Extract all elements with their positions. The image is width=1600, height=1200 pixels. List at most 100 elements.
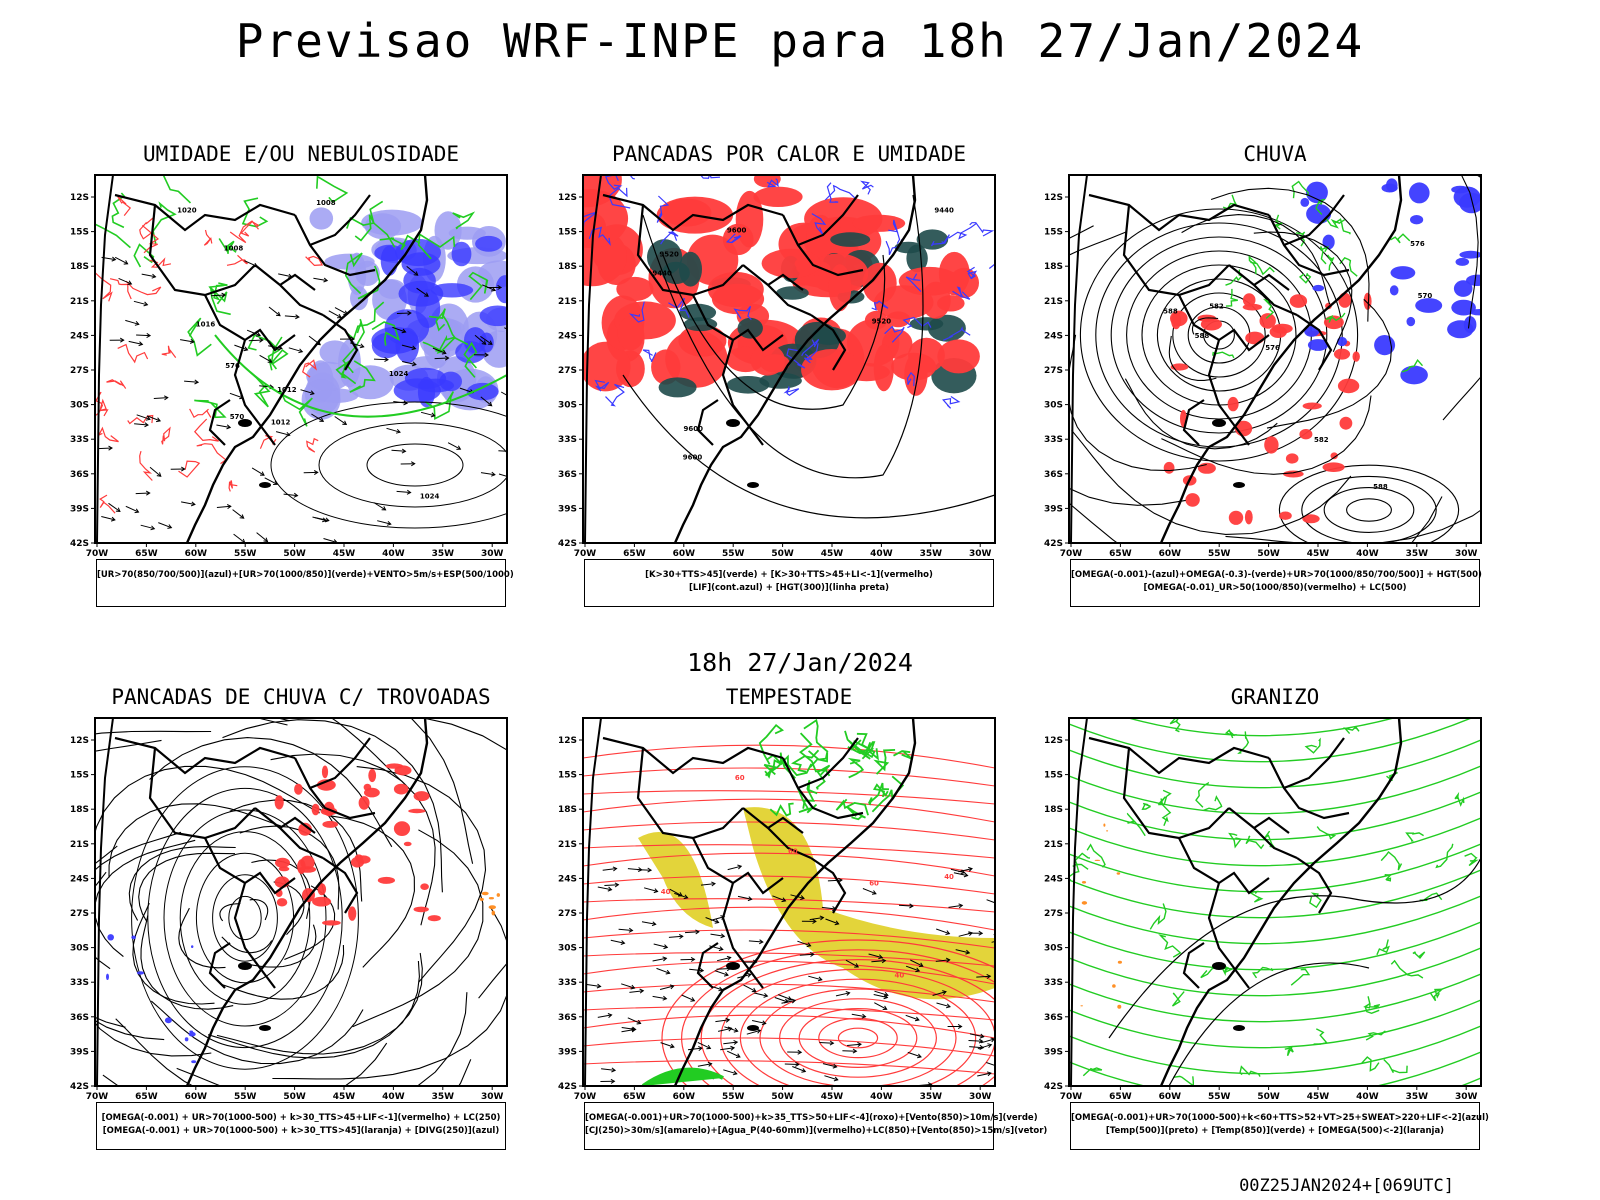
- contour-label: 1020: [177, 207, 197, 215]
- contour-label: 60: [735, 774, 745, 782]
- panel-title: GRANIZO: [1230, 685, 1320, 709]
- lon-tick-label: 40W: [382, 549, 405, 559]
- contour-label: 582: [1314, 436, 1329, 444]
- lat-tick-label: 27S: [558, 366, 577, 376]
- lon-tick-label: 30W: [969, 549, 992, 559]
- lon-tick-label: 45W: [333, 549, 356, 559]
- lat-tick-label: 15S: [558, 771, 577, 781]
- lat-tick-label: 42S: [70, 1082, 89, 1092]
- panel-title: TEMPESTADE: [725, 685, 853, 709]
- lat-tick-label: 36S: [70, 1013, 89, 1023]
- lon-tick-label: 50W: [771, 1092, 794, 1102]
- lat-tick-label: 36S: [1044, 1013, 1063, 1023]
- lon-tick-label: 60W: [185, 549, 208, 559]
- forecast-map: 1008 1012 1016 1020 1024 1024 1008 1012 576 570 12…: [70, 174, 508, 559]
- lat-tick-label: 33S: [558, 435, 577, 445]
- lat-tick-label: 30S: [70, 944, 89, 954]
- lat-tick-label: 39S: [1044, 1047, 1063, 1057]
- lat-tick-label: 21S: [558, 840, 577, 850]
- lon-tick-label: 55W: [234, 549, 257, 559]
- lat-tick-label: 15S: [70, 771, 89, 781]
- lon-tick-label: 50W: [771, 549, 794, 559]
- lon-tick-label: 40W: [1356, 1092, 1379, 1102]
- lat-tick-label: 18S: [1044, 805, 1063, 815]
- lat-tick-label: 24S: [1044, 331, 1063, 341]
- lon-tick-label: 65W: [1109, 1092, 1132, 1102]
- contour-label: 1012: [277, 386, 297, 394]
- lat-tick-label: 30S: [1044, 944, 1063, 954]
- legend-box: [OMEGA(-0.001)-(azul)+OMEGA(-0.3)-(verde…: [1070, 559, 1482, 607]
- contour-label: 9520: [659, 250, 679, 258]
- contour-label: 582: [1209, 302, 1224, 310]
- lat-tick-label: 27S: [70, 366, 89, 376]
- lat-tick-label: 42S: [1044, 539, 1063, 549]
- lon-tick-label: 30W: [969, 1092, 992, 1102]
- lat-tick-label: 30S: [558, 944, 577, 954]
- lat-tick-label: 18S: [70, 805, 89, 815]
- lon-tick-label: 30W: [481, 1092, 504, 1102]
- lat-tick-label: 33S: [1044, 978, 1063, 988]
- lat-tick-label: 15S: [1044, 771, 1063, 781]
- legend-line: [UR>70(850/700/500)](azul)+[UR>70(1000/8…: [97, 570, 514, 580]
- contour-label: 576: [1265, 344, 1280, 352]
- lon-tick-label: 50W: [283, 549, 306, 559]
- lat-tick-label: 36S: [558, 1013, 577, 1023]
- lat-tick-label: 21S: [70, 840, 89, 850]
- lat-tick-label: 30S: [558, 401, 577, 411]
- lon-tick-label: 70W: [86, 1092, 109, 1102]
- contour-label: 9600: [684, 425, 704, 433]
- forecast-map: 9600 9520 9440 9520 9600 9600 9440 12S 15S 18S 21S…: [558, 174, 996, 559]
- contour-label: 1024: [389, 370, 409, 378]
- contour-label: 60: [788, 847, 798, 855]
- lon-tick-label: 40W: [382, 1092, 405, 1102]
- contour-label: 40: [661, 888, 671, 896]
- legend-box: [UR>70(850/700/500)](azul)+[UR>70(1000/8…: [96, 559, 514, 607]
- lat-tick-label: 27S: [70, 909, 89, 919]
- lon-tick-label: 40W: [870, 1092, 893, 1102]
- lon-tick-label: 35W: [1406, 1092, 1429, 1102]
- contour-label: 40: [895, 971, 905, 979]
- lat-tick-label: 39S: [70, 1047, 89, 1057]
- contour-label: 40: [944, 873, 954, 881]
- lon-tick-label: 60W: [1159, 549, 1182, 559]
- lon-tick-label: 35W: [432, 1092, 455, 1102]
- lat-tick-label: 33S: [70, 978, 89, 988]
- lon-tick-label: 45W: [333, 1092, 356, 1102]
- panel-title: UMIDADE E/OU NEBULOSIDADE: [142, 142, 460, 166]
- contour-label: 576: [1410, 240, 1425, 248]
- lat-tick-label: 27S: [1044, 366, 1063, 376]
- valid-time-label: 18h 27/Jan/2024: [687, 648, 913, 677]
- forecast-map: 588 582 576 570 576 582 588 588 12S 15S 18S 21S 24S 2…: [1044, 174, 1482, 559]
- lat-tick-label: 42S: [70, 539, 89, 549]
- lon-tick-label: 35W: [920, 1092, 943, 1102]
- lon-tick-label: 70W: [574, 1092, 597, 1102]
- lon-tick-label: 65W: [623, 1092, 646, 1102]
- contour-label: 9600: [727, 226, 747, 234]
- lon-tick-label: 70W: [574, 549, 597, 559]
- lon-tick-label: 65W: [135, 549, 158, 559]
- lat-tick-label: 24S: [558, 331, 577, 341]
- contour-label: 588: [1373, 483, 1388, 491]
- lat-tick-label: 21S: [558, 297, 577, 307]
- contour-label: 9520: [872, 318, 892, 326]
- contour-label: 9440: [934, 206, 954, 214]
- legend-box: [OMEGA(-0.001)+UR>70(1000-500)+k>35_TTS>…: [584, 1102, 1047, 1150]
- lon-tick-label: 70W: [1060, 549, 1083, 559]
- lon-tick-label: 60W: [1159, 1092, 1182, 1102]
- lat-tick-label: 39S: [558, 504, 577, 514]
- lon-tick-label: 40W: [870, 549, 893, 559]
- contour-label: 1012: [271, 418, 291, 426]
- legend-line: [OMEGA(-0.01)_UR>50(1000/850)(vermelho) …: [1143, 583, 1407, 593]
- lat-tick-label: 21S: [1044, 297, 1063, 307]
- lon-tick-label: 45W: [1307, 1092, 1330, 1102]
- lon-tick-label: 35W: [1406, 549, 1429, 559]
- legend-line: [LIF](cont.azul) + [HGT(300)](linha pret…: [688, 583, 890, 593]
- legend-line: [K>30+TTS>45](verde) + [K>30+TTS>45+LI<-…: [645, 570, 933, 580]
- lat-tick-label: 15S: [1044, 228, 1063, 238]
- lat-tick-label: 39S: [558, 1047, 577, 1057]
- lat-tick-label: 30S: [1044, 401, 1063, 411]
- lat-tick-label: 27S: [1044, 909, 1063, 919]
- lat-tick-label: 24S: [70, 331, 89, 341]
